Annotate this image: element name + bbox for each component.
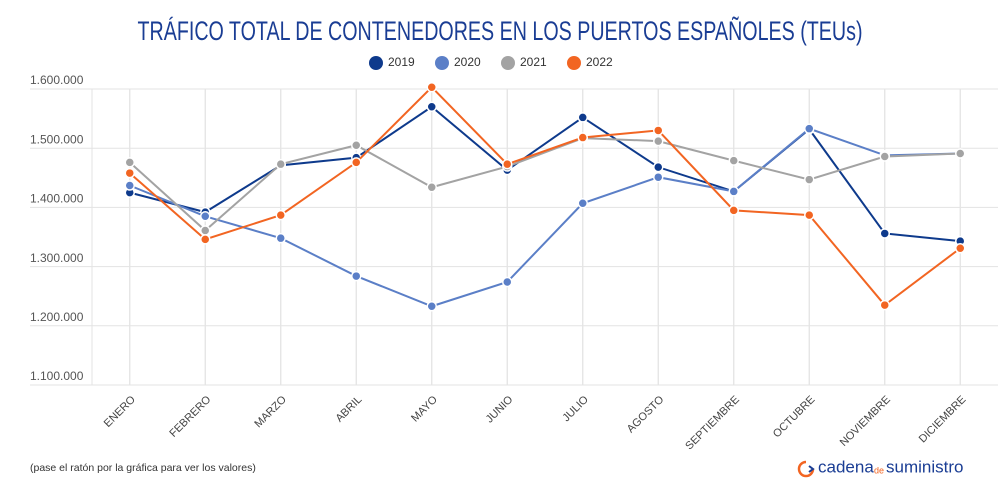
legend-label: 2022 xyxy=(586,55,613,69)
data-point xyxy=(653,161,664,173)
data-point xyxy=(502,276,513,288)
logo-text: suministro xyxy=(886,457,963,476)
data-point xyxy=(728,186,739,197)
data-point xyxy=(804,174,815,185)
y-tick-label: 1.300.000 xyxy=(30,251,84,265)
data-point xyxy=(275,232,286,244)
data-point xyxy=(955,242,966,254)
x-tick-label: ABRIL xyxy=(333,394,364,425)
series-line xyxy=(129,127,961,308)
chart-title: TRÁFICO TOTAL DE CONTENEDORES EN LOS PUE… xyxy=(138,15,863,46)
y-tick-label: 1.100.000 xyxy=(30,369,84,383)
data-point xyxy=(653,171,664,183)
x-tick-label: FEBRERO xyxy=(167,393,213,439)
x-tick-label: MAYO xyxy=(409,393,440,424)
x-tick-label: NOVIEMBRE xyxy=(838,394,893,449)
data-point xyxy=(351,157,362,168)
data-point xyxy=(577,198,588,209)
logo-text: cadena xyxy=(818,457,874,476)
data-point xyxy=(200,211,211,222)
x-tick-label: AGOSTO xyxy=(625,393,667,435)
y-tick-label: 1.200.000 xyxy=(30,310,84,324)
legend: 2019 2020 2021 2022 xyxy=(369,55,613,70)
x-tick-label: SEPTIEMBRE xyxy=(683,394,742,453)
x-tick-label: DICIEMBRE xyxy=(917,394,969,446)
data-point xyxy=(728,205,739,216)
series-line xyxy=(129,137,961,232)
logo: cadena de suministro xyxy=(797,457,963,478)
data-point xyxy=(804,123,815,134)
series-line xyxy=(129,105,961,243)
data-point xyxy=(351,270,362,282)
data-point xyxy=(351,139,362,151)
logo-icon xyxy=(797,460,815,478)
data-point xyxy=(426,301,437,312)
data-point xyxy=(124,167,135,179)
logo-text: de xyxy=(874,465,884,475)
y-tick-label: 1.400.000 xyxy=(30,192,84,206)
legend-marker xyxy=(369,56,383,70)
data-point xyxy=(426,81,437,93)
data-point xyxy=(879,228,890,239)
data-point xyxy=(879,299,890,311)
y-tick-label: 1.500.000 xyxy=(30,132,84,146)
legend-marker xyxy=(501,56,515,70)
legend-label: 2021 xyxy=(520,55,547,69)
legend-label: 2020 xyxy=(454,55,481,69)
legend-marker xyxy=(435,56,449,70)
x-tick-label: OCTUBRE xyxy=(771,394,818,441)
data-point xyxy=(426,182,437,193)
x-tick-label: MARZO xyxy=(252,393,289,430)
data-point xyxy=(200,225,211,236)
y-tick-label: 1.600.000 xyxy=(30,73,84,87)
x-tick-label: JULIO xyxy=(560,393,591,424)
data-point xyxy=(124,180,135,191)
data-point xyxy=(275,158,286,170)
data-point xyxy=(577,112,588,123)
data-point xyxy=(955,148,966,159)
data-point xyxy=(728,155,739,166)
data-point xyxy=(426,101,437,113)
data-point xyxy=(577,132,588,143)
data-point xyxy=(200,234,211,245)
x-tick-label: ENERO xyxy=(102,393,138,429)
data-point xyxy=(275,209,286,221)
data-point xyxy=(804,209,815,221)
data-point xyxy=(502,158,513,170)
data-point xyxy=(124,157,135,168)
data-point xyxy=(653,135,664,147)
x-tick-label: JUNIO xyxy=(484,393,516,425)
data-point xyxy=(879,151,890,162)
legend-marker xyxy=(567,56,581,70)
logo-icon xyxy=(808,465,815,473)
data-point xyxy=(653,125,664,136)
footer-note: (pase el ratón por la gráfica para ver l… xyxy=(30,462,256,474)
series-line xyxy=(129,85,961,307)
legend-label: 2019 xyxy=(388,55,415,69)
